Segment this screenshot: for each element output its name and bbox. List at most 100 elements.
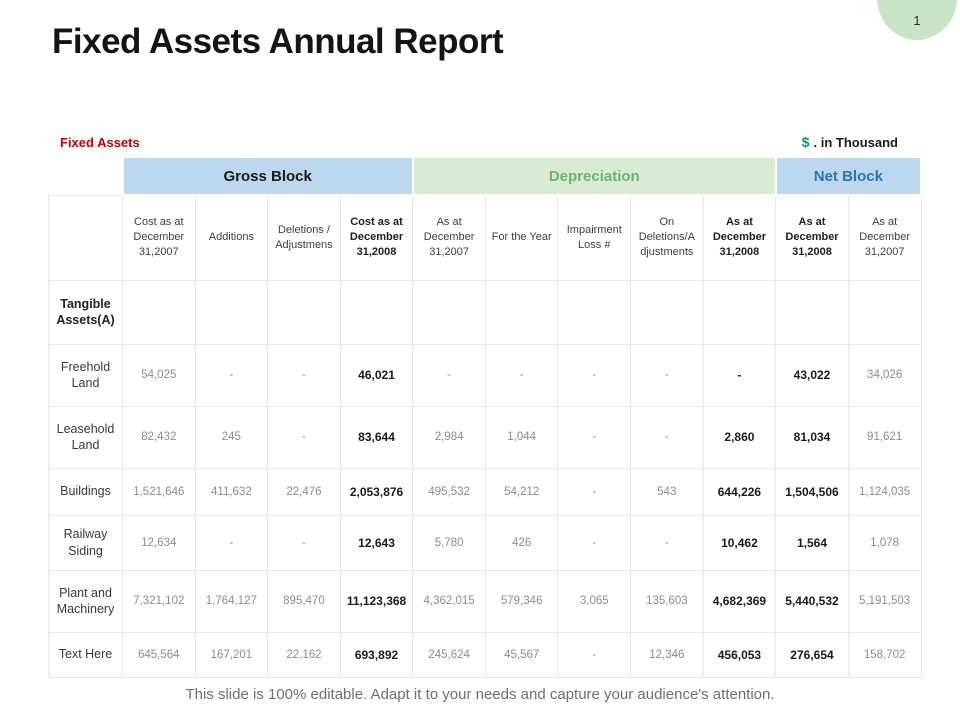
table-cell: 644,226 bbox=[702, 467, 777, 516]
group-header-depreciation: Depreciation bbox=[411, 156, 777, 196]
table-cell: 1,124,035 bbox=[847, 467, 922, 516]
table-cell: - bbox=[194, 343, 269, 407]
group-header-gross-block: Gross Block bbox=[121, 156, 414, 196]
column-header: As at December 31,2008 bbox=[775, 194, 849, 281]
column-header: Cost as at December 31,2008 bbox=[339, 194, 414, 281]
table-cell: - bbox=[267, 405, 341, 469]
table-cell bbox=[267, 279, 341, 345]
column-header: As at December 31,2008 bbox=[702, 194, 777, 281]
table-cell: - bbox=[557, 343, 632, 407]
table-row: Railway Siding 12,634- -12,643 5,780 426- -10… bbox=[48, 514, 922, 571]
table-cell bbox=[630, 279, 704, 345]
table-cell: 83,644 bbox=[339, 405, 414, 469]
table-cell: 167,201 bbox=[194, 631, 269, 678]
table-caption-left: Fixed Assets bbox=[60, 135, 140, 150]
table-cell: 2,053,876 bbox=[339, 467, 414, 516]
table-cell: 135,603 bbox=[630, 569, 704, 633]
column-header: Deletions / Adjustmens bbox=[267, 194, 341, 281]
table-cell: 5,191,503 bbox=[847, 569, 922, 633]
page-number-badge: 1 bbox=[877, 0, 957, 40]
table-cell: - bbox=[630, 514, 704, 571]
unit-label: . in Thousand bbox=[813, 135, 899, 150]
table-row: Text Here 645,564 167,201 22,162 693,892 245,… bbox=[48, 631, 922, 678]
table-cell: 158,702 bbox=[847, 631, 922, 678]
page-number: 1 bbox=[913, 13, 921, 28]
table-cell: 91,621 bbox=[847, 405, 922, 469]
column-header-empty bbox=[48, 194, 123, 281]
table-cell: 1,504,506 bbox=[775, 467, 849, 516]
row-label: Freehold Land bbox=[48, 343, 123, 407]
table-cell bbox=[194, 279, 269, 345]
row-label: Tangible Assets(A) bbox=[48, 279, 123, 345]
table-cell: 7,321,102 bbox=[122, 569, 196, 633]
table-cell: - bbox=[267, 514, 341, 571]
table-cell: 54,025 bbox=[122, 343, 196, 407]
table-cell: 81,034 bbox=[775, 405, 849, 469]
footer-note: This slide is 100% editable. Adapt it to… bbox=[185, 686, 775, 703]
row-label: Text Here bbox=[48, 631, 123, 678]
table-cell: 12,634 bbox=[122, 514, 196, 571]
table-cell: 2,984 bbox=[412, 405, 486, 469]
row-label: Buildings bbox=[48, 467, 123, 516]
column-header: Impairment Loss # bbox=[557, 194, 632, 281]
row-label: Railway Siding bbox=[48, 514, 123, 571]
table-cell: 245 bbox=[194, 405, 269, 469]
table-cell: - bbox=[484, 343, 559, 407]
table-cell: - bbox=[630, 405, 704, 469]
table-cell: 5,780 bbox=[412, 514, 486, 571]
table-cell: 543 bbox=[630, 467, 704, 516]
table-cell: 1,044 bbox=[484, 405, 559, 469]
table-cell: 495,532 bbox=[412, 467, 486, 516]
table-cell: 895,470 bbox=[267, 569, 341, 633]
table-cell: 34,026 bbox=[847, 343, 922, 407]
column-header: On Deletions/A djustments bbox=[630, 194, 704, 281]
table-cell bbox=[412, 279, 486, 345]
table-cell: 82,432 bbox=[122, 405, 196, 469]
table-cell: - bbox=[557, 631, 632, 678]
table-cell: 3,065 bbox=[557, 569, 632, 633]
group-header-row: Gross Block Depreciation Net Block bbox=[48, 156, 923, 196]
table-cell: - bbox=[557, 514, 632, 571]
table-cell: 5,440,532 bbox=[775, 569, 849, 633]
table-row: Leasehold Land 82,432 245-83,644 2,984 1,044… bbox=[48, 405, 922, 469]
table-cell: 4,362,015 bbox=[412, 569, 486, 633]
table-cell: 276,654 bbox=[775, 631, 849, 678]
table-cell: - bbox=[412, 343, 486, 407]
table-cell: 43,022 bbox=[775, 343, 849, 407]
table-row: Freehold Land 54,025- -46,021- - - - -43,022 34… bbox=[48, 343, 922, 407]
assets-table: Gross Block Depreciation Net Block Cost as… bbox=[48, 156, 923, 678]
table-cell: 645,564 bbox=[122, 631, 196, 678]
table-cell bbox=[339, 279, 414, 345]
table-cell: 46,021 bbox=[339, 343, 414, 407]
table-cell: 1,564 bbox=[775, 514, 849, 571]
table-cell: - bbox=[557, 405, 632, 469]
table-cell bbox=[775, 279, 849, 345]
table-cell: 10,462 bbox=[702, 514, 777, 571]
slide-title: Fixed Assets Annual Report bbox=[52, 22, 504, 61]
column-header: As at December 31,2007 bbox=[847, 194, 922, 281]
table-caption-right: $. in Thousand bbox=[802, 134, 898, 150]
table-cell: - bbox=[267, 343, 341, 407]
table-row: Tangible Assets(A) bbox=[48, 279, 922, 345]
row-label: Leasehold Land bbox=[48, 405, 123, 469]
assets-table-body: Tangible Assets(A) Freehold Land 54,025- -4… bbox=[48, 279, 922, 678]
table-cell: - bbox=[194, 514, 269, 571]
table-cell: 579,346 bbox=[484, 569, 559, 633]
table-cell: 411,632 bbox=[194, 467, 269, 516]
group-header-net-block: Net Block bbox=[774, 156, 923, 196]
table-row: Plant and Machinery 7,321,102 1,764,127 895… bbox=[48, 569, 922, 633]
column-header: Cost as at December 31,2007 bbox=[122, 194, 196, 281]
table-cell: 22,476 bbox=[267, 467, 341, 516]
table-cell: 426 bbox=[484, 514, 559, 571]
table-cell: 693,892 bbox=[339, 631, 414, 678]
table-cell: 11,123,368 bbox=[339, 569, 414, 633]
table-cell bbox=[484, 279, 559, 345]
table-cell: 1,078 bbox=[847, 514, 922, 571]
table-cell: 22,162 bbox=[267, 631, 341, 678]
table-cell bbox=[557, 279, 632, 345]
table-caption: Fixed Assets $. in Thousand bbox=[48, 134, 922, 156]
table-cell: 456,053 bbox=[702, 631, 777, 678]
table-cell: 12,346 bbox=[630, 631, 704, 678]
table-cell: 45,567 bbox=[484, 631, 559, 678]
column-header: For the Year bbox=[484, 194, 559, 281]
